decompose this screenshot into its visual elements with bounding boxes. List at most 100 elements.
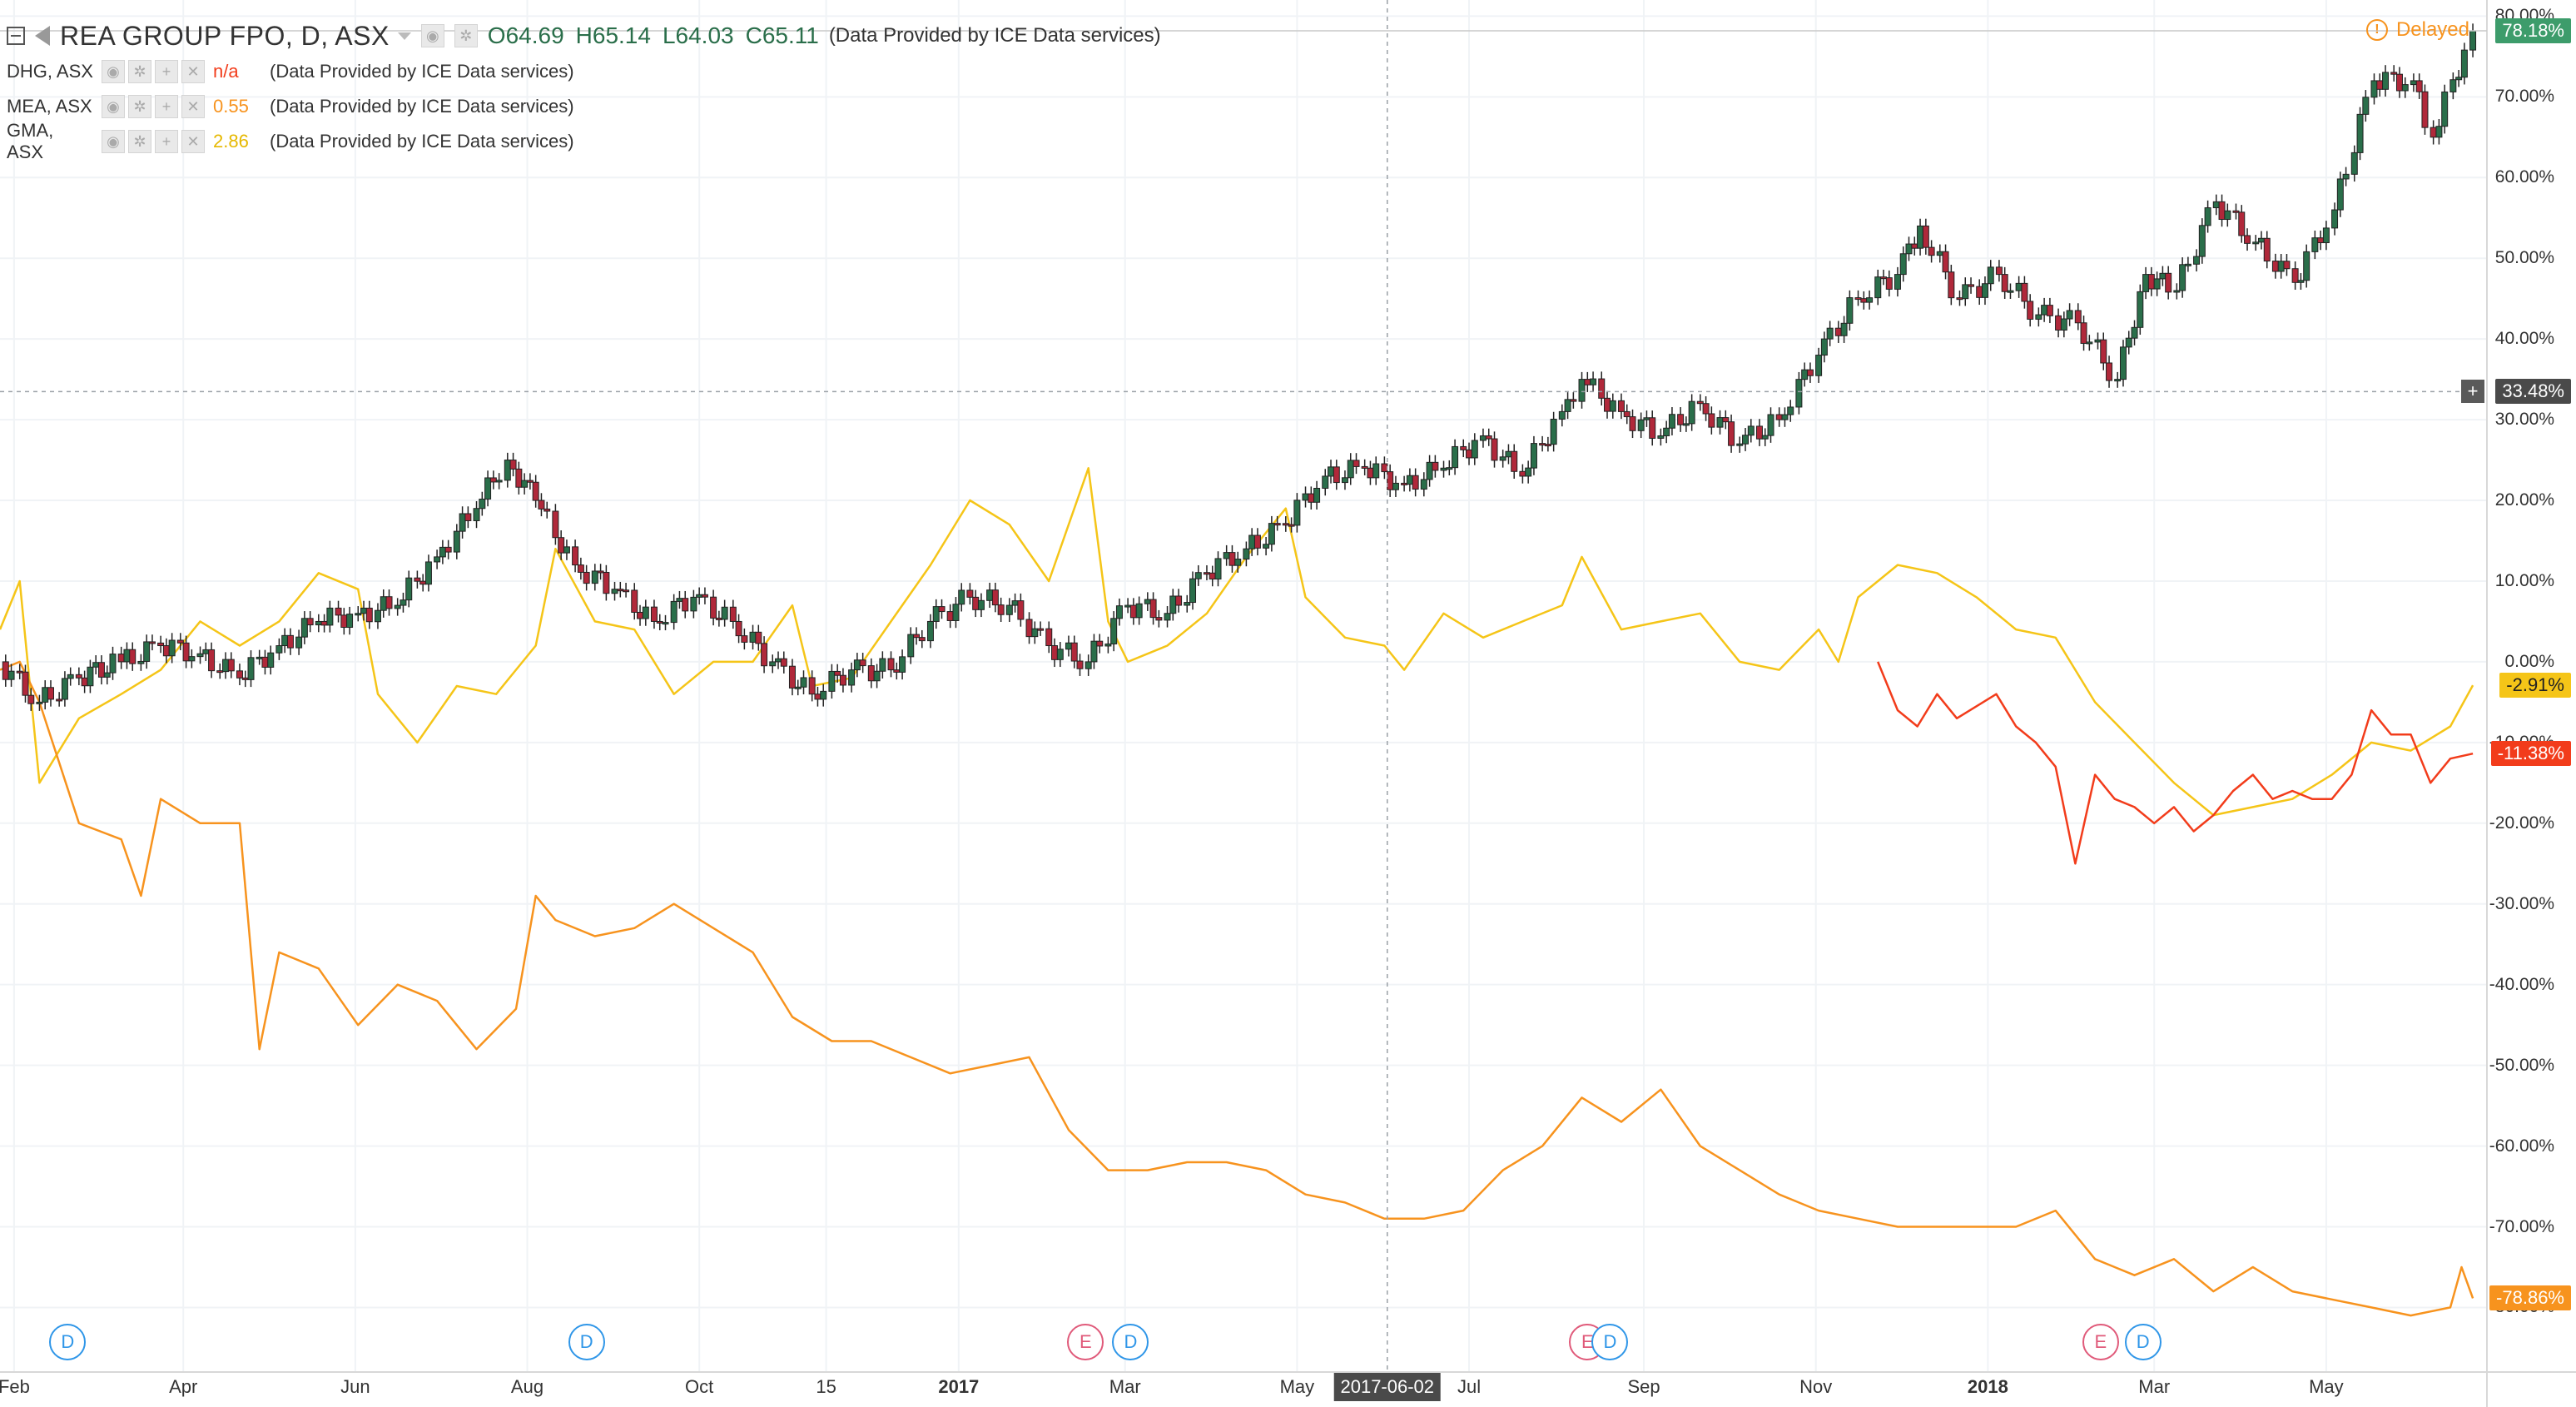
candle-body — [2244, 235, 2251, 244]
x-tick-label: 2017 — [938, 1376, 980, 1397]
candle-body — [444, 546, 452, 553]
dividend-marker[interactable]: D — [1591, 1324, 1629, 1360]
gear-icon[interactable]: ✲ — [128, 60, 151, 83]
candle-body — [1214, 558, 1222, 580]
candle-body — [642, 606, 649, 619]
candle-body — [1169, 595, 1177, 614]
candle-body — [360, 607, 368, 614]
candle-body — [459, 513, 466, 532]
candle-body — [2415, 80, 2423, 92]
gear-icon[interactable]: ✲ — [128, 130, 151, 153]
x-tick-label: Jul — [1457, 1376, 1482, 1397]
series-line-mea — [0, 660, 2474, 1317]
candle-body — [2046, 305, 2053, 316]
candle-body — [439, 546, 446, 558]
candle-body — [1598, 378, 1606, 399]
collapse-icon[interactable] — [7, 27, 25, 45]
candle-body — [1956, 297, 1963, 301]
candle-body — [2336, 178, 2344, 211]
eye-icon[interactable]: ◉ — [102, 95, 125, 118]
dividend-marker[interactable]: D — [2124, 1324, 2162, 1360]
candle-body — [1381, 463, 1388, 473]
candle-body — [2291, 268, 2299, 283]
candle-body — [1578, 379, 1586, 402]
plus-icon[interactable]: + — [155, 95, 178, 118]
candle-body — [729, 606, 737, 622]
candle-body — [414, 577, 421, 582]
dividend-marker[interactable]: D — [568, 1324, 605, 1360]
candle-body — [1129, 604, 1137, 619]
candle-body — [2395, 73, 2403, 92]
plus-icon[interactable]: + — [155, 60, 178, 83]
candle-body — [1846, 297, 1854, 324]
candle-body — [162, 645, 170, 657]
candle-body — [182, 642, 190, 662]
candle-body — [2055, 315, 2062, 331]
candle-body — [2311, 237, 2319, 252]
candle-body — [1840, 322, 1848, 336]
plus-icon[interactable]: + — [155, 130, 178, 153]
candle-body — [22, 671, 29, 696]
close-icon[interactable]: ✕ — [181, 130, 205, 153]
gear-icon[interactable]: ✲ — [454, 24, 478, 47]
eye-icon[interactable]: ◉ — [102, 60, 125, 83]
candle-body — [36, 701, 43, 704]
candle-body — [2356, 113, 2364, 153]
candle-body — [2147, 274, 2155, 290]
candle-body — [966, 589, 974, 598]
chevron-down-icon[interactable] — [397, 32, 411, 40]
candle-body — [484, 477, 492, 500]
earnings-marker[interactable]: E — [1067, 1324, 1104, 1360]
y-tick-label: -20.00% — [2489, 813, 2554, 833]
compare-symbol[interactable]: GMA, ASX — [7, 120, 54, 162]
candle-body — [2376, 80, 2384, 90]
dividend-marker[interactable]: D — [49, 1324, 87, 1360]
candle-body — [1412, 475, 1419, 490]
delayed-status[interactable]: ! Delayed — [2365, 18, 2469, 42]
earnings-marker[interactable]: E — [2082, 1324, 2119, 1360]
series-line-gma — [0, 467, 2474, 817]
candle-body — [1051, 645, 1059, 660]
dividend-marker[interactable]: D — [1112, 1324, 1149, 1360]
candle-body — [1866, 297, 1874, 303]
gear-icon[interactable]: ✲ — [128, 95, 151, 118]
compare-symbol[interactable]: MEA, ASX — [7, 96, 92, 117]
candle-body — [315, 620, 322, 626]
close-icon[interactable]: ✕ — [181, 60, 205, 83]
flag-icon[interactable] — [35, 26, 50, 46]
main-symbol-title[interactable]: REA GROUP FPO, D, ASX — [60, 20, 390, 51]
series-last-value-label: 78.18% — [2495, 18, 2571, 44]
candle-body — [650, 606, 658, 622]
candle-body — [453, 530, 460, 553]
candle-body — [1505, 450, 1512, 458]
candle-body — [1189, 578, 1197, 604]
candle-body — [1194, 572, 1202, 579]
compare-value: 2.86 — [213, 131, 249, 152]
candle-body — [631, 589, 638, 613]
candle-body — [2271, 261, 2279, 272]
candle-body — [1203, 572, 1210, 575]
candle-body — [2179, 264, 2186, 291]
candle-body — [1880, 276, 1888, 280]
candle-body — [1976, 286, 1983, 298]
compare-symbol[interactable]: DHG, ASX — [7, 61, 93, 82]
candle-body — [2137, 291, 2144, 328]
eye-icon[interactable]: ◉ — [420, 24, 444, 47]
y-tick-label: -30.00% — [2489, 893, 2554, 913]
close-icon[interactable]: ✕ — [181, 95, 205, 118]
candle-body — [2131, 326, 2138, 339]
low-value: L64.03 — [662, 22, 734, 48]
candle-body — [1525, 467, 1532, 477]
candle-body — [1209, 572, 1216, 580]
candle-body — [913, 634, 921, 639]
candle-body — [848, 669, 856, 686]
candle-body — [1471, 440, 1478, 459]
candle-body — [434, 556, 441, 563]
main-series-legend: REA GROUP FPO, D, ASX ◉ ✲ O64.69 H65.14 … — [7, 17, 1161, 55]
candle-body — [56, 699, 63, 702]
candle-body — [1787, 406, 1794, 415]
eye-icon[interactable]: ◉ — [102, 130, 125, 153]
candle-body — [710, 596, 717, 619]
